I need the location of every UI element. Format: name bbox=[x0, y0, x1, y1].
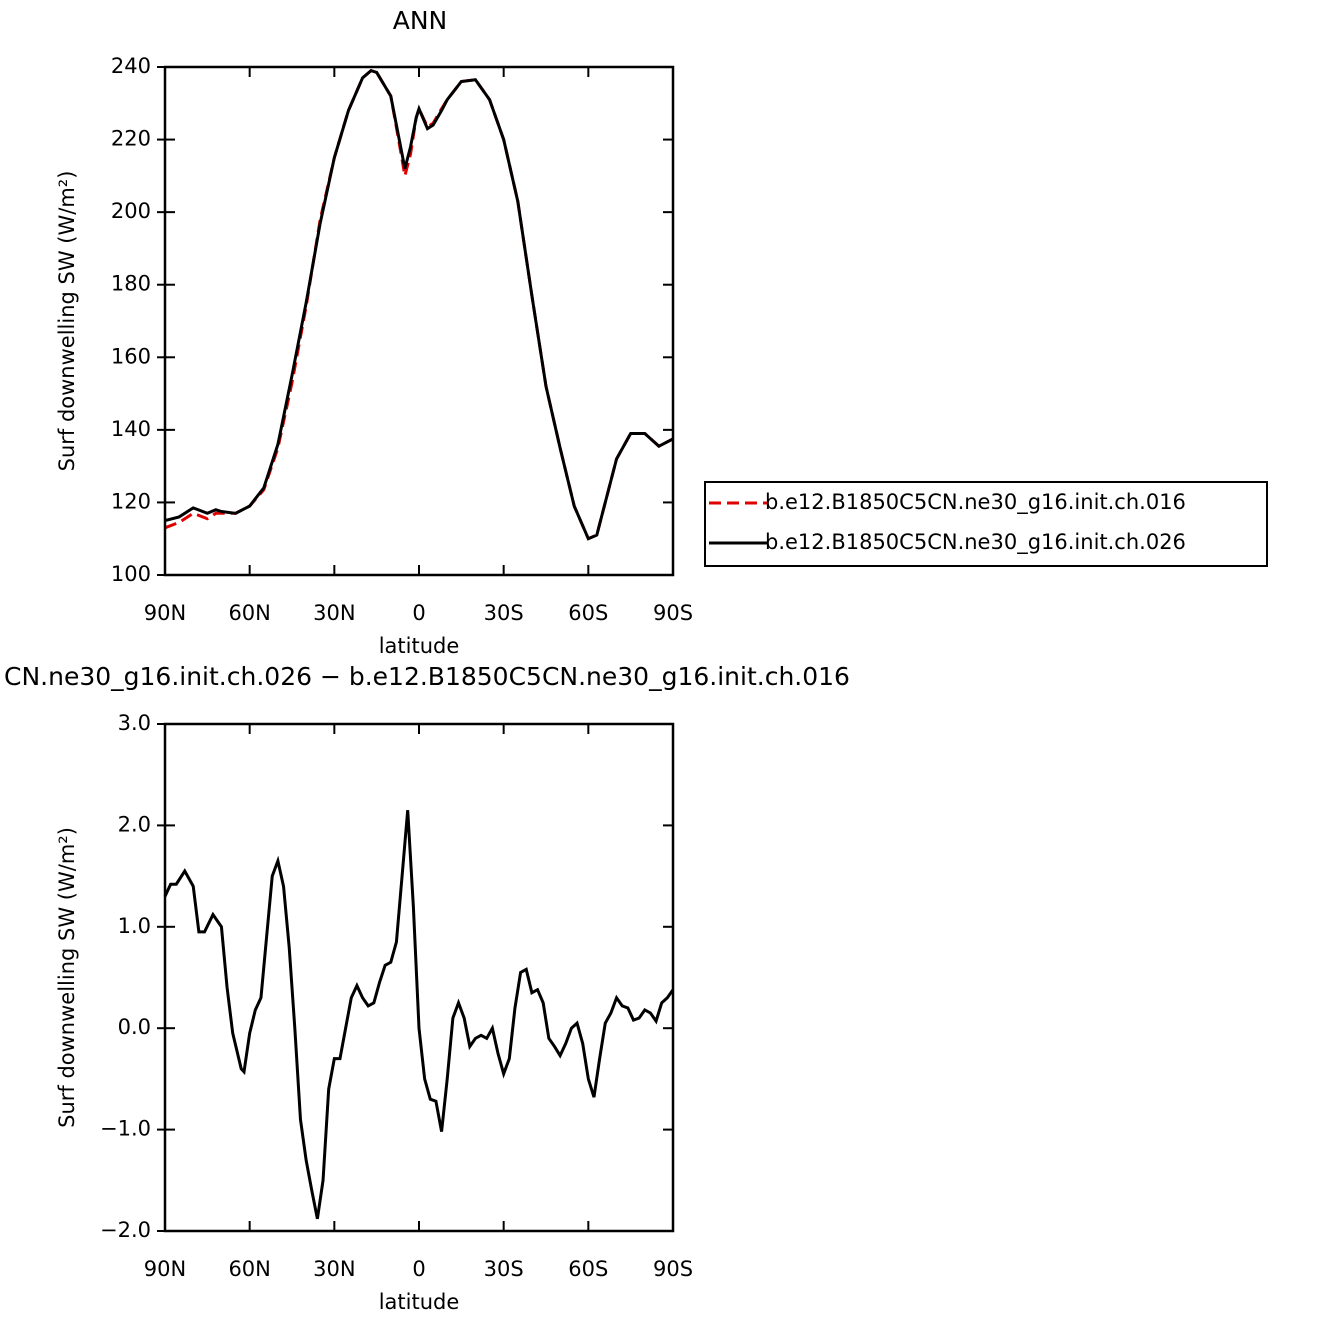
y-tick-label: −2.0 bbox=[100, 1218, 151, 1242]
y-tick-label: 2.0 bbox=[118, 812, 151, 836]
chart-title: CN.ne30_g16.init.ch.026 − b.e12.B1850C5C… bbox=[4, 662, 850, 691]
y-tick-label: 120 bbox=[111, 489, 151, 513]
y-tick-label: 140 bbox=[111, 417, 151, 441]
data-line bbox=[164, 68, 674, 541]
x-tick-label: 90S bbox=[653, 1257, 693, 1281]
y-tick-label: 160 bbox=[111, 344, 151, 368]
x-tick-label: 60S bbox=[568, 601, 608, 625]
legend-label: b.e12.B1850C5CN.ne30_g16.init.ch.026 bbox=[765, 530, 1186, 555]
data-line bbox=[163, 810, 675, 1220]
y-tick-label: 200 bbox=[111, 199, 151, 223]
legend-label: b.e12.B1850C5CN.ne30_g16.init.ch.016 bbox=[765, 490, 1186, 515]
y-tick-label: −1.0 bbox=[100, 1117, 151, 1141]
y-axis-label: Surf downwelling SW (W/m²) bbox=[55, 171, 79, 472]
y-axis-label: Surf downwelling SW (W/m²) bbox=[55, 827, 79, 1128]
x-axis-label: latitude bbox=[379, 1290, 460, 1314]
legend-box bbox=[704, 481, 1268, 567]
x-tick-label: 90N bbox=[144, 1257, 186, 1281]
y-tick-label: 1.0 bbox=[118, 914, 151, 938]
x-tick-label: 30N bbox=[313, 601, 355, 625]
x-tick-label: 60S bbox=[568, 1257, 608, 1281]
y-tick-label: 240 bbox=[111, 54, 151, 78]
y-tick-label: 0.0 bbox=[118, 1015, 151, 1039]
x-tick-label: 0 bbox=[412, 1257, 425, 1281]
y-tick-label: 180 bbox=[111, 272, 151, 296]
x-tick-label: 60N bbox=[228, 601, 270, 625]
chart-title: ANN bbox=[393, 6, 448, 35]
x-tick-label: 30N bbox=[313, 1257, 355, 1281]
y-tick-label: 100 bbox=[111, 562, 151, 586]
x-tick-label: 30S bbox=[484, 601, 524, 625]
y-tick-label: 220 bbox=[111, 127, 151, 151]
data-line bbox=[164, 68, 674, 541]
x-tick-label: 90N bbox=[144, 601, 186, 625]
x-tick-label: 0 bbox=[412, 601, 425, 625]
x-axis-label: latitude bbox=[379, 634, 460, 658]
y-tick-label: 3.0 bbox=[118, 711, 151, 735]
x-tick-label: 30S bbox=[484, 1257, 524, 1281]
x-tick-label: 90S bbox=[653, 601, 693, 625]
x-tick-label: 60N bbox=[228, 1257, 270, 1281]
plot-frame bbox=[163, 722, 675, 1233]
plot-frame bbox=[163, 65, 675, 577]
